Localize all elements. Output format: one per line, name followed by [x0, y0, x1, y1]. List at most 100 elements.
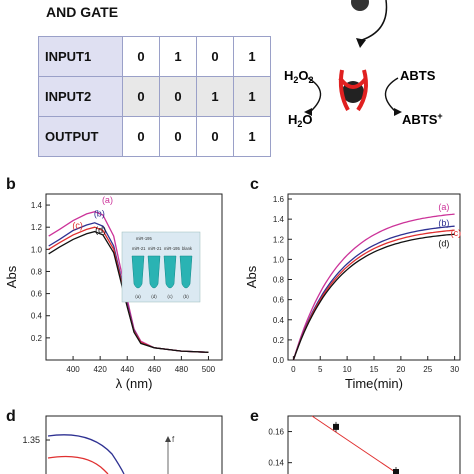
arrowhead-icon [304, 108, 312, 116]
x-tick-label: 440 [121, 365, 135, 374]
table-row: INPUT2 0 0 1 1 [38, 76, 271, 117]
inset-label: blank [182, 246, 193, 251]
table-cell: 0 [159, 116, 197, 157]
test-tube-icon [147, 255, 161, 289]
inset-label: (c) [167, 294, 173, 299]
series-label: (b) [94, 208, 105, 218]
x-axis-label: Time(min) [345, 376, 403, 391]
data-point [393, 469, 399, 474]
series-line [47, 455, 109, 474]
y-tick-label: 0.8 [31, 267, 43, 276]
table-cell: 1 [233, 116, 271, 157]
y-tick-label: 0.2 [31, 334, 43, 343]
y-tick-label: 1.2 [31, 223, 43, 232]
table-cell: 1 [233, 36, 271, 77]
abts-plus-label: ABTS+ [402, 111, 443, 127]
data-point [333, 423, 339, 430]
series-line [48, 230, 209, 353]
arrowhead-icon [356, 38, 366, 48]
series-label: (c) [451, 228, 462, 238]
inset-label: (d) [151, 294, 157, 299]
dna-icon [338, 69, 368, 112]
chart-c: 0 5 10 15 20 25 30 0.0 0.2 0.4 0.6 0.8 1.0 1.2 1.4 1.6 A… [244, 193, 462, 391]
table-cell: 0 [122, 116, 160, 157]
nanoparticle-icon [351, 0, 369, 11]
panel-letter-d: d [6, 408, 16, 425]
series-label: (c) [72, 221, 83, 231]
table-cell: 0 [196, 36, 234, 77]
h2o2-label: H2O2 [284, 68, 314, 85]
and-gate-title: AND GATE [46, 4, 119, 20]
y-tick-label: 1.35 [22, 435, 40, 445]
y-tick-label: 1.6 [273, 195, 285, 204]
series-line [292, 229, 455, 361]
panel-letter-c: c [250, 176, 259, 193]
catalysis-scheme: H2O2 H2O ABTS ABTS+ [284, 0, 443, 129]
chart-e: 0.16 0.14 [268, 415, 461, 474]
inset-label: miR-21 [132, 246, 146, 251]
y-tick-label: 0.8 [273, 276, 285, 285]
y-tick-label: 0.4 [31, 312, 43, 321]
y-tick-label: 0.6 [273, 296, 285, 305]
y-tick-label: 0.0 [273, 356, 285, 365]
x-tick-label: 0 [291, 365, 296, 374]
test-tube-icon [163, 255, 177, 289]
x-tick-label: 480 [175, 365, 189, 374]
x-tick-label: 500 [202, 365, 216, 374]
series-line [47, 434, 125, 474]
test-tube-icon [179, 255, 193, 289]
h2o-label: H2O [288, 112, 313, 129]
series-line [292, 213, 455, 361]
inset-label: miR-195 [164, 246, 180, 251]
row-label: INPUT2 [38, 76, 123, 117]
y-tick-label: 0.4 [273, 316, 285, 325]
chart-b: 400 420 440 460 480 500 0.2 0.4 0.6 0.8 1.0 1.2 1.4 A… [4, 193, 223, 391]
x-tick-label: 460 [148, 365, 162, 374]
y-tick-label: 0.2 [273, 336, 285, 345]
fit-line [311, 415, 399, 474]
row-label: INPUT1 [38, 36, 123, 77]
y-axis-label: Abs [4, 265, 19, 288]
plot-frame [45, 193, 223, 361]
table-cell: 1 [159, 36, 197, 77]
right-arrow [384, 77, 399, 113]
y-tick-label: 1.2 [273, 235, 285, 244]
x-tick-label: 10 [343, 365, 352, 374]
y-tick-label: 1.4 [273, 215, 285, 224]
series-label: (d) [95, 225, 106, 235]
y-tick-label: 1.0 [31, 245, 43, 254]
panel-letter-e: e [250, 408, 259, 425]
row-label: OUTPUT [38, 116, 123, 157]
y-axis-label: Abs [244, 265, 259, 288]
x-tick-label: 15 [370, 365, 379, 374]
abts-label: ABTS [400, 68, 436, 83]
series-label: (d) [438, 238, 449, 248]
inset-label: miR-21 [148, 246, 162, 251]
table-cell: 1 [233, 76, 271, 117]
y-tick-label: 1.0 [273, 255, 285, 264]
table-cell: 0 [122, 36, 160, 77]
panel-letter-b: b [6, 176, 16, 193]
table-cell: 0 [159, 76, 197, 117]
inset-label: (b) [183, 294, 189, 299]
y-tick-label: 0.16 [268, 428, 284, 437]
y-tick-label: 0.6 [31, 290, 43, 299]
left-arrow [307, 77, 322, 113]
series-label: (a) [102, 195, 113, 205]
x-axis-label: λ (nm) [116, 376, 153, 391]
plot-frame [45, 415, 223, 474]
series-line [292, 233, 455, 361]
test-tube-icon [131, 255, 145, 289]
plot-frame [287, 415, 461, 474]
x-tick-label: 30 [450, 365, 459, 374]
inset-label: miR-195 [136, 236, 152, 241]
table-cell: 1 [196, 76, 234, 117]
inset-label: (a) [135, 294, 141, 299]
arrowhead-icon [165, 436, 171, 442]
x-tick-label: 25 [423, 365, 432, 374]
x-tick-label: 420 [93, 365, 107, 374]
arrowhead-icon [394, 108, 402, 116]
series-line [292, 225, 455, 361]
table-row: INPUT1 0 1 0 1 [38, 36, 271, 77]
x-tick-label: 5 [318, 365, 323, 374]
